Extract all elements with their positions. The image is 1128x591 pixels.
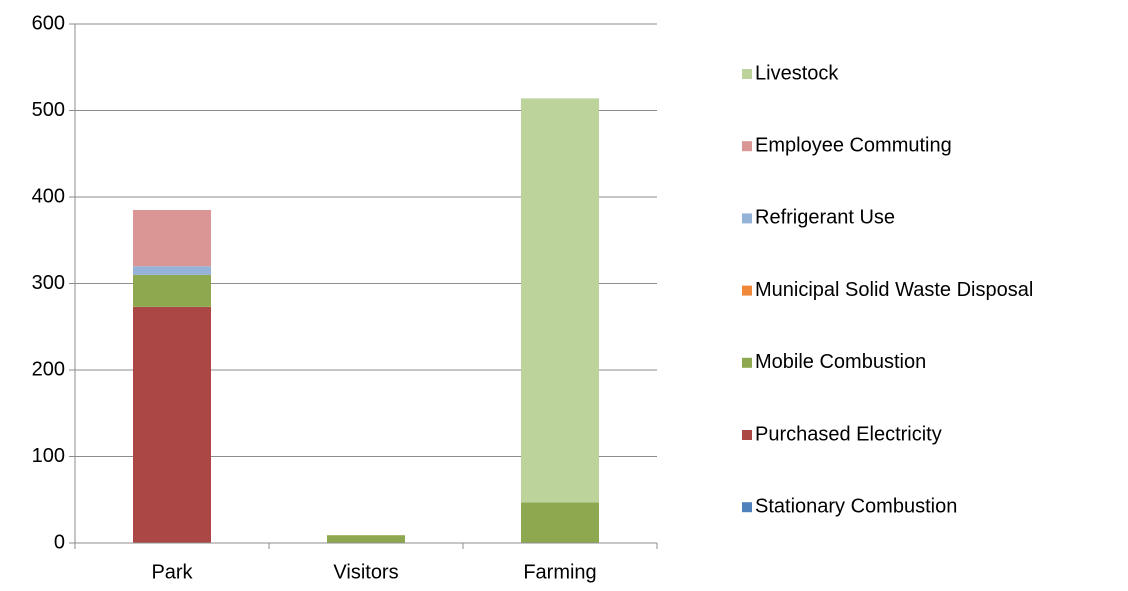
bar-segment xyxy=(521,98,599,503)
legend-swatch xyxy=(742,213,752,224)
y-tick-label: 100 xyxy=(32,445,65,467)
legend-label: Municipal Solid Waste Disposal xyxy=(755,279,1033,301)
legend-label: Refrigerant Use xyxy=(755,207,895,229)
y-tick-label: 0 xyxy=(54,531,65,553)
bar-segment xyxy=(327,535,405,543)
legend-label: Stationary Combustion xyxy=(755,495,957,517)
x-tick-label: Farming xyxy=(523,561,596,583)
legend-label: Livestock xyxy=(755,62,839,84)
legend-swatch xyxy=(742,502,752,513)
y-tick-label: 200 xyxy=(32,358,65,380)
y-tick-label: 300 xyxy=(32,272,65,294)
bar-segment xyxy=(521,502,599,543)
legend-label: Purchased Electricity xyxy=(755,423,942,445)
legend-swatch xyxy=(742,357,752,368)
x-tick-label: Visitors xyxy=(333,561,398,583)
bar-segment xyxy=(133,274,211,307)
x-tick-label: Park xyxy=(151,561,193,583)
bar-segment xyxy=(133,266,211,275)
legend-swatch xyxy=(742,69,752,79)
y-tick-label: 400 xyxy=(32,185,65,207)
legend-swatch xyxy=(742,285,752,296)
y-tick-label: 600 xyxy=(32,12,65,34)
legend-swatch xyxy=(742,141,752,152)
y-tick-label: 500 xyxy=(32,99,65,121)
legend-label: Employee Commuting xyxy=(755,134,952,156)
bar-segment xyxy=(133,306,211,543)
legend-label: Mobile Combustion xyxy=(755,351,926,373)
bar-segment xyxy=(133,209,211,267)
legend-swatch xyxy=(742,430,752,440)
